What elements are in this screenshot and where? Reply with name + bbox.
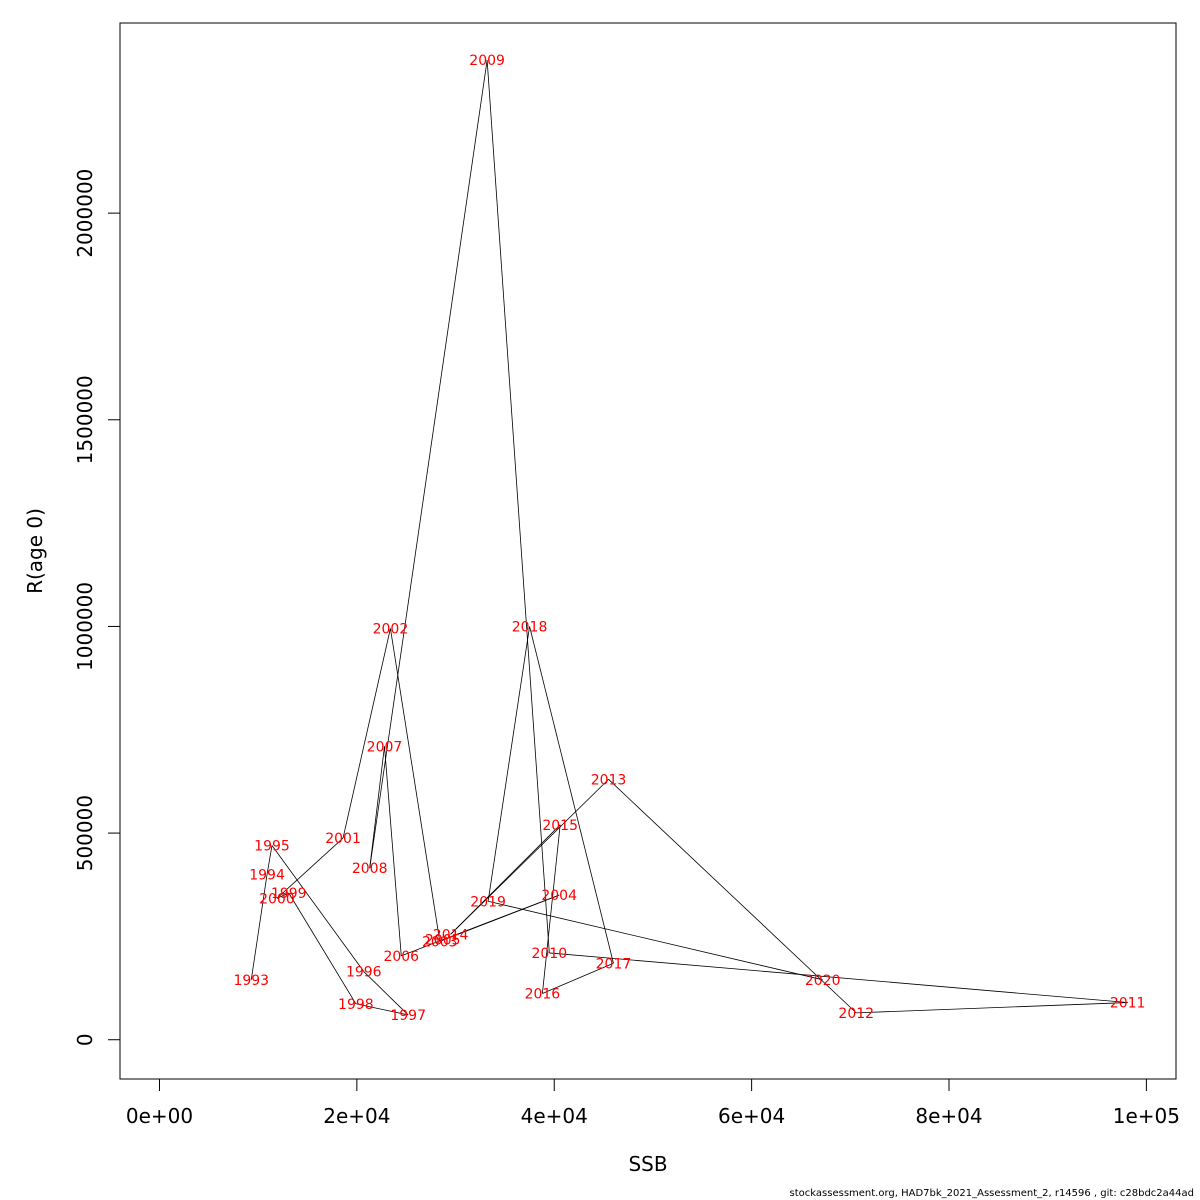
year-label: 1998 — [338, 997, 374, 1013]
trajectory-segment — [369, 60, 488, 869]
trajectory-segment — [355, 1003, 409, 1016]
year-label: 1995 — [254, 838, 290, 854]
trajectory-segment — [450, 824, 561, 935]
x-axis-ticks: 0e+00 2e+04 4e+04 6e+04 8e+04 1e+05 — [126, 1079, 1180, 1128]
y-tick-label: 1500000 — [73, 375, 97, 464]
year-label: 1997 — [390, 1008, 426, 1024]
year-label: 2011 — [1110, 996, 1146, 1012]
x-tick-label: 2e+04 — [323, 1104, 390, 1128]
x-tick-label: 8e+04 — [915, 1104, 982, 1128]
trajectory-segment — [486, 60, 550, 953]
year-label: 2013 — [591, 772, 627, 788]
year-label: 2018 — [512, 619, 548, 635]
year-label: 2001 — [325, 831, 361, 847]
year-label: 2005 — [425, 933, 461, 949]
trajectory-segment — [363, 971, 409, 1016]
y-tick-label: 1000000 — [73, 582, 97, 671]
plot-frame — [119, 22, 1177, 1080]
year-label: 1996 — [346, 965, 382, 981]
year-label: 2012 — [838, 1006, 874, 1022]
year-label: 2006 — [383, 949, 419, 965]
year-label: 2009 — [469, 53, 505, 69]
x-tick-label: 4e+04 — [521, 1104, 588, 1128]
trajectory-segment — [529, 626, 614, 964]
x-axis-title: SSB — [628, 1152, 667, 1176]
year-label: 1999 — [271, 886, 307, 902]
x-tick-label: 1e+05 — [1113, 1104, 1180, 1128]
footer-note: stockassessment.org, HAD7bk_2021_Assessm… — [789, 1188, 1194, 1199]
trajectory-segment — [288, 892, 357, 1004]
y-axis-title: R(age 0) — [23, 508, 47, 594]
year-label: 2020 — [805, 973, 841, 989]
year-label: 2007 — [367, 739, 403, 755]
x-tick-label: 6e+04 — [718, 1104, 785, 1128]
trajectory-segment — [384, 746, 402, 956]
trajectory-segment — [856, 1002, 1128, 1014]
trajectory-segment — [542, 824, 561, 994]
year-label: 2003 — [422, 934, 458, 950]
trajectory-segment — [369, 746, 385, 869]
year-label: 2014 — [433, 927, 469, 943]
trajectory-segment — [487, 626, 530, 902]
trajectory-segment — [608, 779, 857, 1014]
year-label: 2019 — [470, 894, 506, 910]
year-label: 2016 — [525, 986, 561, 1002]
x-tick-label: 0e+00 — [126, 1104, 193, 1128]
trajectory-segment — [542, 962, 614, 994]
sr-trajectory — [250, 60, 1128, 1016]
trajectory-segment — [276, 892, 289, 899]
trajectory-segment — [271, 845, 365, 972]
year-label: 2015 — [542, 818, 578, 834]
year-label: 2010 — [531, 946, 567, 962]
year-label: 1993 — [233, 973, 269, 989]
trajectory-segment — [549, 952, 1128, 1003]
year-label: 2000 — [259, 891, 295, 907]
trajectory-segment — [266, 845, 273, 875]
y-tick-label: 0 — [73, 1033, 97, 1046]
trajectory-segment — [488, 900, 823, 981]
trajectory-segment — [342, 628, 391, 839]
year-label: 2002 — [373, 621, 409, 637]
year-label: 2004 — [541, 888, 577, 904]
trajectory-segment — [390, 628, 441, 942]
trajectory-segment — [401, 939, 443, 957]
year-label: 2008 — [352, 861, 388, 877]
trajectory-segment — [276, 837, 344, 899]
y-axis-ticks: 0 500000 1000000 1500000 2000000 — [73, 169, 120, 1046]
y-tick-label: 500000 — [73, 795, 97, 871]
trajectory-segment — [442, 894, 560, 941]
trajectory-segment — [250, 874, 268, 980]
y-tick-label: 2000000 — [73, 169, 97, 258]
year-label: 2017 — [596, 956, 632, 972]
year-label: 1994 — [249, 867, 285, 883]
